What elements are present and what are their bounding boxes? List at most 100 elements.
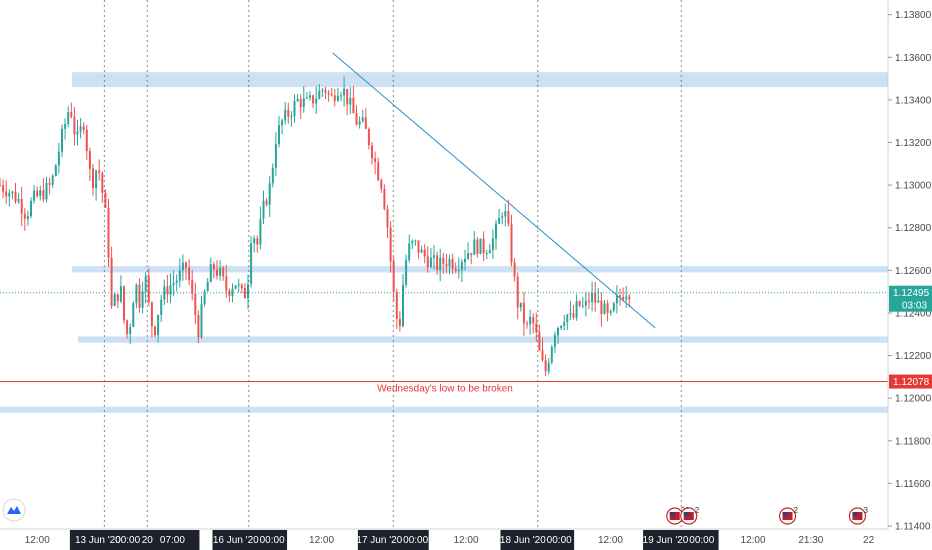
candle [361, 109, 364, 123]
time-range-highlight [69, 530, 200, 550]
candle-body [104, 192, 107, 208]
candle-body [234, 285, 237, 289]
time-tick-label: 12:00 [741, 535, 766, 546]
candle-body [479, 238, 482, 254]
candle [327, 89, 330, 102]
candle-body [609, 310, 612, 313]
candle-body [485, 253, 488, 255]
candle [581, 296, 584, 309]
candle [544, 354, 547, 377]
candle-body [250, 243, 253, 284]
candle [154, 325, 156, 338]
candle [262, 190, 265, 225]
candle-body [358, 121, 361, 125]
candle-body [281, 120, 284, 126]
candle [454, 262, 457, 274]
price-tick-label: 1.13000 [895, 181, 932, 192]
candle-body [417, 240, 420, 253]
candle-body [169, 284, 172, 295]
candle [615, 285, 618, 314]
candle-body [191, 280, 194, 294]
countdown-label: 03:03 [902, 301, 927, 312]
candle-body [488, 250, 491, 254]
candle-body [259, 218, 262, 245]
candle [271, 163, 274, 188]
candle-body [597, 300, 600, 303]
candle-body [135, 284, 138, 304]
candle [324, 86, 327, 100]
candle-body [513, 262, 516, 277]
candle-body [166, 286, 169, 295]
candle [240, 283, 243, 294]
candle [250, 236, 253, 288]
price-axis[interactable]: 1.13800 1.13600 1.13400 1.13200 1.13000 1.128… [887, 0, 932, 533]
candle [107, 198, 110, 267]
candle [212, 261, 215, 278]
price-tick-label: 1.13600 [895, 53, 932, 64]
candle-body [240, 284, 243, 289]
candle [423, 244, 426, 264]
candle-body [265, 200, 268, 205]
candle-body [603, 303, 606, 314]
candle [73, 107, 76, 146]
candle [386, 205, 389, 239]
candle-body [594, 292, 597, 303]
candle-body [336, 95, 339, 101]
candle [309, 90, 311, 101]
candle [402, 273, 404, 328]
candle [321, 87, 324, 98]
candle [374, 151, 377, 175]
candle [88, 147, 91, 181]
candle [429, 247, 432, 269]
candle [268, 175, 271, 218]
candle-body [107, 207, 110, 258]
time-range-highlight [643, 530, 719, 550]
candle [191, 270, 194, 301]
us-flag-icon[interactable]: 3 [848, 506, 868, 525]
us-flag-icon[interactable]: 2 [778, 506, 799, 525]
economic-events[interactable]: 33223 [666, 506, 869, 525]
candle [619, 288, 621, 306]
candle-body [519, 302, 522, 308]
candle-body [73, 116, 76, 135]
candle [588, 292, 590, 310]
candle [67, 106, 70, 128]
price-tick-label: 1.12800 [895, 223, 932, 234]
candle-body [560, 325, 563, 328]
candle-body [476, 239, 479, 254]
candle-body [312, 95, 315, 104]
candle [85, 124, 88, 160]
candle-body [157, 315, 160, 335]
candle-body [454, 269, 457, 271]
level-price-tag [889, 374, 932, 389]
trendline[interactable] [332, 52, 656, 329]
candle-body [581, 305, 584, 307]
candle [538, 324, 541, 351]
candle [20, 186, 23, 227]
candle-body [256, 238, 259, 245]
candle-body [163, 286, 166, 300]
candle [529, 309, 532, 335]
candle [464, 249, 466, 271]
time-axis[interactable]: 12:00 13 Jun '2000:00 20 07:00 16 Jun '20 00:… [0, 528, 888, 550]
candle-body [507, 211, 510, 224]
candle-body [584, 300, 587, 306]
tradingview-logo-icon[interactable] [2, 498, 26, 522]
candle-body [588, 300, 590, 303]
candle [144, 272, 147, 304]
candle [79, 118, 82, 139]
time-tick-label: 21:30 [798, 535, 823, 546]
candle-body [383, 188, 386, 210]
candle-body [625, 296, 628, 300]
candle [510, 214, 513, 267]
candle-body [420, 249, 423, 253]
candle [188, 259, 191, 286]
candle-body [54, 165, 57, 176]
candle [216, 260, 218, 280]
us-flag-icon[interactable]: 2 [680, 506, 700, 525]
candle [563, 314, 566, 331]
candle-body [175, 280, 178, 283]
candle-body [526, 323, 528, 325]
candle-body [349, 97, 352, 105]
